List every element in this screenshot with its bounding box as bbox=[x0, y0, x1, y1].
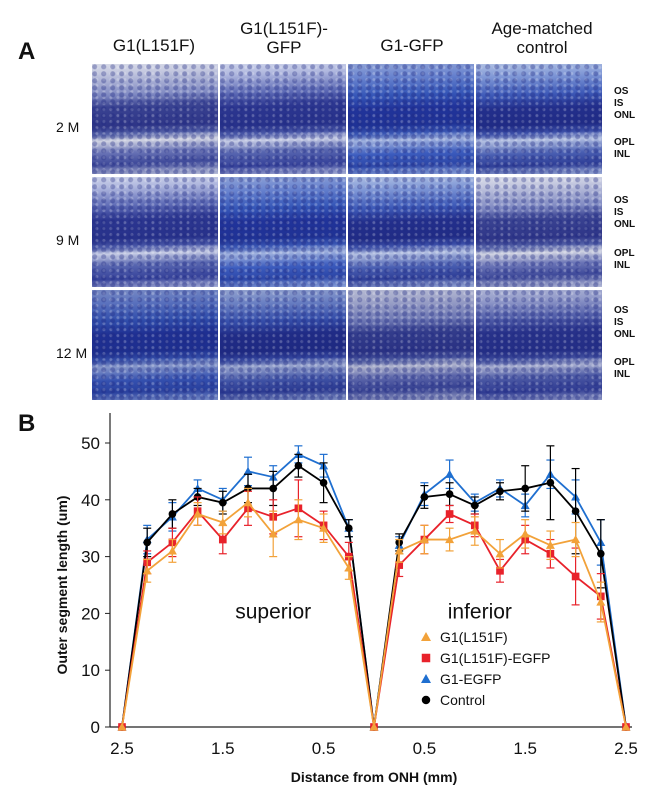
layer-labels-opl-inl: OPL INL bbox=[614, 357, 635, 380]
data-point bbox=[394, 546, 404, 555]
data-point bbox=[419, 535, 429, 544]
data-point bbox=[168, 510, 177, 518]
data-point bbox=[496, 566, 504, 575]
data-point bbox=[243, 498, 253, 507]
retina-section-image bbox=[92, 64, 218, 174]
data-point bbox=[445, 490, 454, 498]
x-tick-label: 0.5 bbox=[312, 739, 336, 758]
data-point bbox=[571, 535, 581, 544]
column-header: G1(L151F)- GFP bbox=[240, 19, 328, 57]
data-point bbox=[496, 487, 504, 496]
data-point bbox=[218, 535, 227, 544]
data-point bbox=[521, 484, 530, 493]
retina-section-image bbox=[476, 177, 602, 287]
data-point bbox=[596, 597, 606, 606]
data-point bbox=[269, 484, 278, 493]
x-axis-title: Distance from ONH (mm) bbox=[291, 769, 457, 785]
column-header: G1(L151F) bbox=[112, 36, 196, 55]
y-tick-label: 30 bbox=[81, 548, 100, 567]
retina-section-image bbox=[348, 64, 474, 174]
column-header: G1-GFP bbox=[380, 36, 444, 55]
x-tick-label: 1.5 bbox=[513, 739, 537, 758]
data-point bbox=[218, 498, 227, 507]
layer-labels-opl-inl: OPL INL bbox=[614, 248, 635, 271]
retina-section-image bbox=[348, 177, 474, 287]
y-tick-label: 40 bbox=[81, 491, 100, 510]
retina-section-image bbox=[220, 64, 346, 174]
panel-a-letter: A bbox=[18, 38, 36, 65]
panel-b-letter: B bbox=[18, 410, 36, 437]
data-point bbox=[218, 518, 228, 527]
data-point bbox=[545, 540, 555, 549]
legend-marker bbox=[421, 632, 431, 641]
data-point bbox=[293, 515, 303, 524]
data-point bbox=[143, 538, 152, 547]
y-tick-label: 50 bbox=[81, 434, 100, 453]
data-point bbox=[117, 722, 127, 731]
data-point bbox=[243, 466, 253, 475]
region-label-inferior: inferior bbox=[448, 600, 512, 623]
retina-section-image bbox=[220, 177, 346, 287]
data-point bbox=[395, 561, 404, 569]
data-point bbox=[319, 523, 329, 532]
layer-labels-opl-inl: OPL INL bbox=[614, 137, 635, 160]
region-label-superior: superior bbox=[235, 600, 311, 623]
x-tick-label: 2.5 bbox=[110, 739, 134, 758]
retina-section-image bbox=[476, 290, 602, 400]
legend-marker bbox=[421, 695, 431, 705]
legend-label: Control bbox=[440, 692, 485, 708]
row-label: 2 M bbox=[56, 119, 80, 135]
data-point bbox=[495, 549, 505, 558]
y-tick-label: 0 bbox=[91, 718, 100, 737]
data-point bbox=[470, 526, 480, 535]
legend-label: G1-EGFP bbox=[440, 671, 501, 687]
row-label: 12 M bbox=[56, 345, 88, 361]
data-point bbox=[294, 461, 303, 470]
legend-marker bbox=[421, 653, 431, 663]
data-point bbox=[344, 524, 353, 533]
data-point bbox=[571, 572, 580, 581]
outer-segment-length-chart: 0 10 20 30 40 50 2.5 1.5 0.5 0.5 1.5 2.5 Distance fr… bbox=[54, 413, 638, 785]
legend-label: G1(L151F) bbox=[440, 629, 508, 645]
y-tick-label: 10 bbox=[81, 661, 100, 680]
data-point bbox=[193, 509, 203, 518]
retina-section-image bbox=[92, 290, 218, 400]
x-tick-label: 0.5 bbox=[413, 739, 437, 758]
x-tick-label: 2.5 bbox=[614, 739, 638, 758]
data-point bbox=[571, 507, 580, 515]
retina-section-image bbox=[92, 177, 218, 287]
column-header: Age-matched control bbox=[491, 19, 593, 57]
data-point bbox=[268, 529, 278, 538]
data-point bbox=[596, 549, 605, 558]
layer-labels-os-is-onl: OS IS ONL bbox=[614, 195, 636, 230]
data-point bbox=[420, 493, 429, 501]
legend-label: G1(L151F)-EGFP bbox=[440, 650, 550, 666]
retina-section-image bbox=[476, 64, 602, 174]
data-point bbox=[621, 722, 631, 731]
data-point bbox=[142, 566, 152, 575]
legend-marker bbox=[421, 674, 431, 683]
row-label: 9 M bbox=[56, 232, 80, 248]
data-point bbox=[319, 478, 328, 487]
data-point bbox=[445, 535, 455, 544]
data-point bbox=[546, 478, 555, 487]
data-point bbox=[470, 501, 479, 510]
y-tick-label: 20 bbox=[81, 604, 100, 623]
retina-section-image bbox=[348, 290, 474, 400]
data-point bbox=[445, 469, 455, 478]
y-axis-title: Outer segment length (um) bbox=[54, 496, 70, 675]
layer-labels-os-is-onl: OS IS ONL bbox=[614, 86, 636, 121]
data-point bbox=[369, 722, 379, 731]
layer-labels-os-is-onl: OS IS ONL bbox=[614, 305, 636, 340]
data-point bbox=[445, 510, 454, 518]
data-point bbox=[167, 546, 177, 555]
data-point bbox=[344, 563, 354, 572]
data-point bbox=[520, 529, 530, 538]
x-tick-label: 1.5 bbox=[211, 739, 235, 758]
retina-section-image bbox=[220, 290, 346, 400]
